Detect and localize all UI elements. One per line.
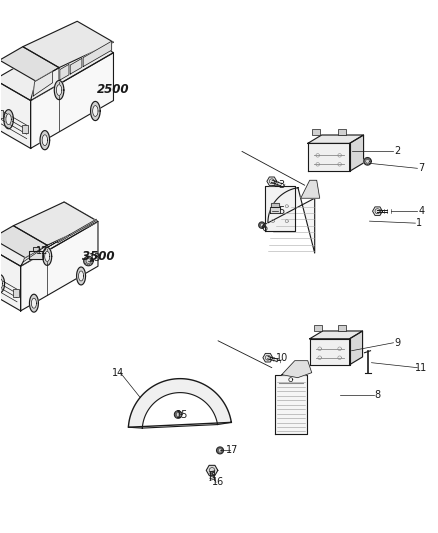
Text: 5: 5 bbox=[279, 206, 285, 216]
Polygon shape bbox=[350, 331, 363, 365]
Polygon shape bbox=[45, 252, 50, 262]
Polygon shape bbox=[206, 465, 218, 475]
Polygon shape bbox=[216, 447, 223, 454]
Polygon shape bbox=[31, 53, 113, 148]
Bar bbox=[13, 289, 19, 297]
Polygon shape bbox=[373, 207, 382, 215]
Polygon shape bbox=[32, 247, 39, 251]
Polygon shape bbox=[267, 177, 277, 185]
Text: 7: 7 bbox=[418, 163, 424, 173]
Polygon shape bbox=[60, 64, 69, 80]
Polygon shape bbox=[21, 245, 47, 266]
Polygon shape bbox=[43, 247, 52, 265]
Polygon shape bbox=[268, 188, 314, 253]
Text: 16: 16 bbox=[212, 478, 224, 487]
Bar bbox=[22, 125, 28, 133]
Text: 17: 17 bbox=[226, 446, 238, 455]
Polygon shape bbox=[40, 131, 49, 150]
Polygon shape bbox=[57, 85, 62, 95]
Polygon shape bbox=[23, 249, 41, 262]
Polygon shape bbox=[84, 256, 93, 266]
Polygon shape bbox=[263, 353, 273, 362]
Polygon shape bbox=[282, 361, 312, 378]
Text: 4: 4 bbox=[418, 206, 424, 216]
Text: 12: 12 bbox=[36, 246, 49, 256]
Polygon shape bbox=[70, 219, 96, 236]
Polygon shape bbox=[58, 235, 68, 243]
Polygon shape bbox=[364, 158, 371, 165]
Polygon shape bbox=[31, 68, 59, 101]
Polygon shape bbox=[310, 331, 363, 339]
Polygon shape bbox=[0, 279, 3, 289]
Polygon shape bbox=[308, 143, 350, 171]
Bar bbox=[338, 129, 346, 135]
Polygon shape bbox=[29, 294, 39, 312]
Polygon shape bbox=[0, 32, 113, 101]
Polygon shape bbox=[23, 21, 113, 68]
Polygon shape bbox=[0, 274, 4, 293]
Polygon shape bbox=[42, 135, 48, 146]
Polygon shape bbox=[128, 378, 231, 428]
Text: 3: 3 bbox=[279, 180, 285, 190]
Bar bbox=[338, 325, 346, 331]
Polygon shape bbox=[78, 271, 84, 281]
Polygon shape bbox=[14, 202, 98, 245]
Polygon shape bbox=[21, 222, 98, 311]
Polygon shape bbox=[308, 135, 364, 143]
Text: 15: 15 bbox=[176, 409, 188, 419]
Polygon shape bbox=[0, 247, 21, 311]
Text: 14: 14 bbox=[112, 368, 124, 378]
Text: 2: 2 bbox=[394, 147, 401, 156]
Text: 8: 8 bbox=[374, 390, 381, 400]
Polygon shape bbox=[32, 298, 36, 308]
Text: 1: 1 bbox=[416, 218, 422, 228]
Text: 11: 11 bbox=[415, 362, 427, 373]
Polygon shape bbox=[48, 242, 57, 247]
Text: 13: 13 bbox=[89, 253, 102, 263]
Polygon shape bbox=[4, 110, 14, 129]
Polygon shape bbox=[93, 106, 98, 116]
Polygon shape bbox=[270, 207, 280, 213]
Polygon shape bbox=[70, 58, 82, 74]
Polygon shape bbox=[91, 101, 100, 120]
Text: 3500: 3500 bbox=[82, 249, 115, 263]
Text: 10: 10 bbox=[276, 353, 288, 363]
Polygon shape bbox=[259, 222, 265, 228]
Bar bbox=[0, 110, 3, 118]
Polygon shape bbox=[6, 114, 11, 125]
Polygon shape bbox=[28, 251, 42, 259]
Polygon shape bbox=[310, 339, 350, 365]
Polygon shape bbox=[271, 203, 279, 207]
Bar bbox=[312, 129, 320, 135]
Polygon shape bbox=[0, 226, 47, 258]
Polygon shape bbox=[33, 71, 53, 96]
Polygon shape bbox=[265, 186, 295, 231]
Polygon shape bbox=[301, 180, 320, 198]
Polygon shape bbox=[0, 79, 31, 148]
Text: 2500: 2500 bbox=[97, 83, 129, 96]
Text: 6: 6 bbox=[262, 223, 268, 233]
Polygon shape bbox=[54, 80, 64, 100]
Bar bbox=[314, 325, 321, 331]
Polygon shape bbox=[350, 135, 364, 171]
Text: 9: 9 bbox=[394, 338, 400, 348]
Polygon shape bbox=[0, 47, 59, 81]
Polygon shape bbox=[0, 202, 98, 266]
Polygon shape bbox=[174, 411, 182, 418]
Polygon shape bbox=[83, 41, 112, 67]
Polygon shape bbox=[275, 375, 307, 434]
Polygon shape bbox=[77, 267, 85, 285]
